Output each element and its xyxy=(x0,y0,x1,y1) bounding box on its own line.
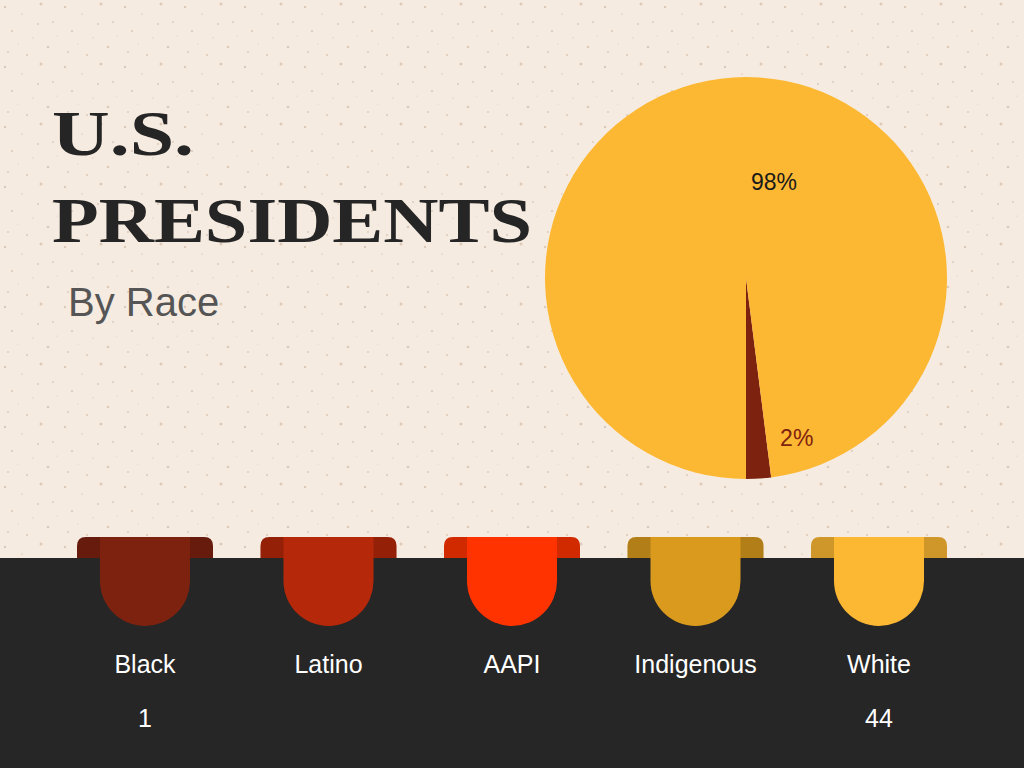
title: U.S. PRESIDENTS xyxy=(52,98,532,256)
legend-swatch xyxy=(834,537,924,626)
legend-item: AAPI xyxy=(444,537,580,678)
legend-swatch xyxy=(467,537,557,626)
legend-item: Latino xyxy=(261,537,397,678)
legend-label: White xyxy=(847,650,911,678)
legend-item: White 44 xyxy=(811,537,947,732)
legend-count: 44 xyxy=(865,704,893,732)
legend-label: AAPI xyxy=(484,650,541,678)
legend-label: Black xyxy=(114,650,176,678)
title-line: U.S. xyxy=(52,98,194,169)
legend-swatch xyxy=(651,537,741,626)
pie-slice xyxy=(545,77,947,479)
chart: U.S. PRESIDENTS By Race 2% 98% Black 1 Latino AA… xyxy=(0,0,1024,768)
pie xyxy=(545,77,947,479)
legend-item: Black 1 xyxy=(77,537,213,732)
background-texture xyxy=(0,0,1024,560)
legend-swatch xyxy=(100,537,190,626)
legend-label: Indigenous xyxy=(634,650,756,678)
legend-item: Indigenous xyxy=(628,537,764,678)
subtitle: By Race xyxy=(68,280,219,324)
legend-label: Latino xyxy=(294,650,362,678)
legend-swatch xyxy=(284,537,374,626)
data-label: 2% xyxy=(780,425,813,451)
background xyxy=(0,0,1024,768)
legend-count: 1 xyxy=(138,704,152,732)
title-line: PRESIDENTS xyxy=(52,185,532,256)
pie-labels: 2% 98% xyxy=(751,169,813,452)
data-label: 98% xyxy=(751,169,797,195)
